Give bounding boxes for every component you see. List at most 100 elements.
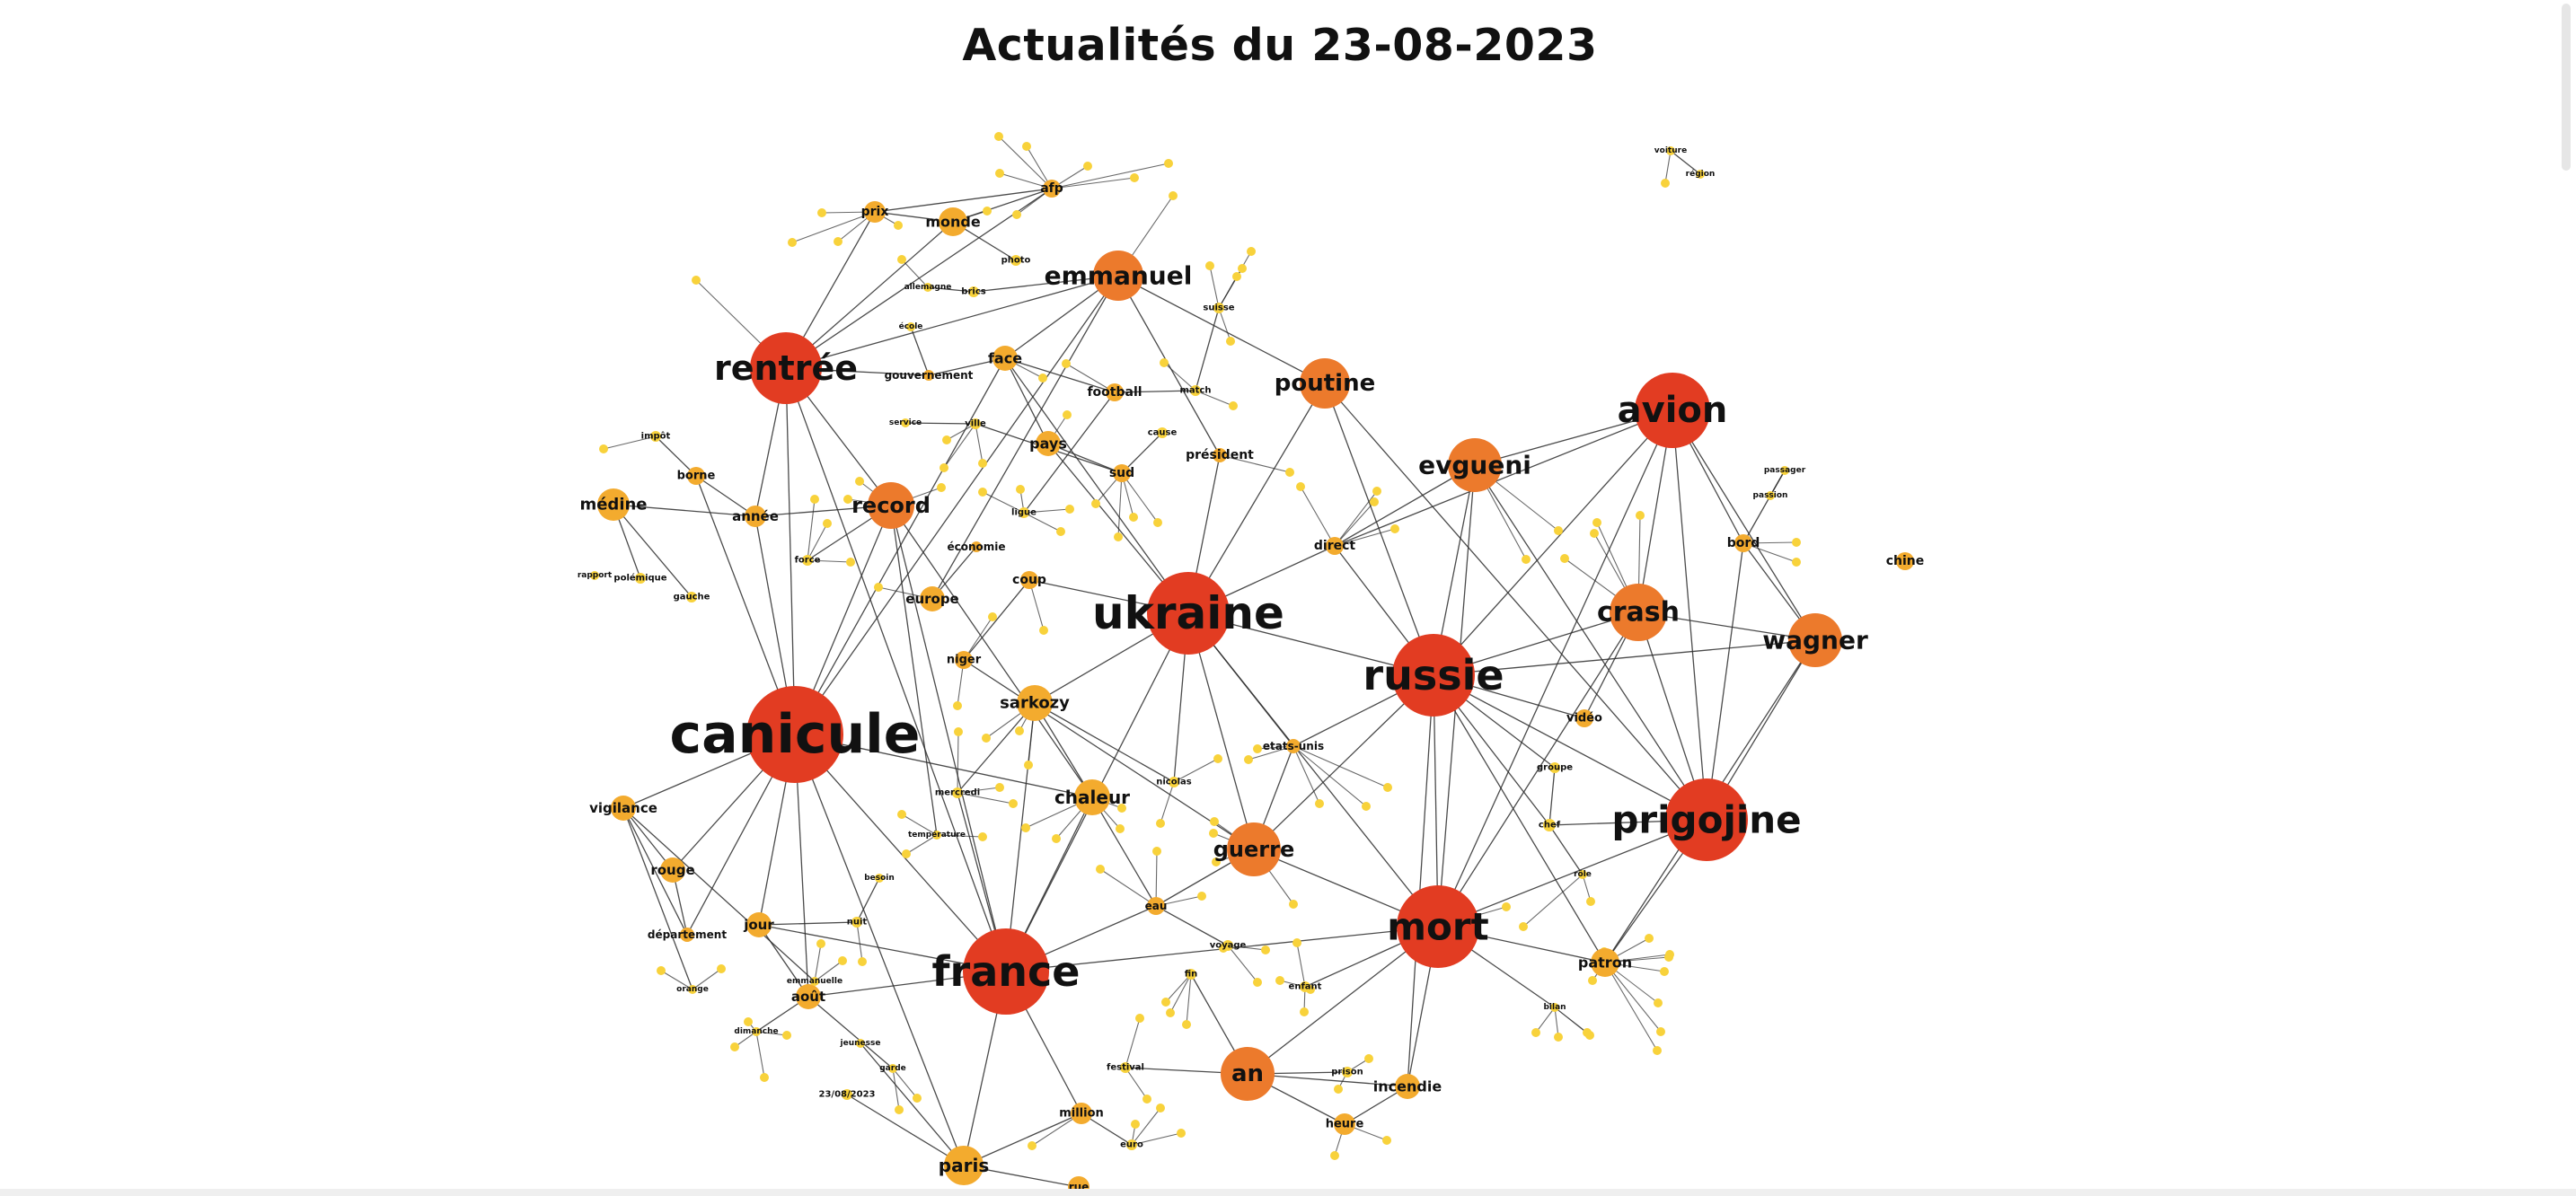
minor-node[interactable] — [1560, 554, 1569, 563]
minor-node[interactable] — [1370, 497, 1379, 506]
node-circle[interactable] — [746, 686, 843, 783]
node-circle[interactable] — [888, 1064, 897, 1073]
minor-node[interactable] — [1009, 799, 1018, 808]
node-circle[interactable] — [1147, 572, 1230, 655]
node-circle[interactable] — [1780, 466, 1789, 475]
minor-node[interactable] — [1028, 1141, 1037, 1150]
node-circle[interactable] — [1666, 146, 1675, 155]
node-rentree[interactable]: rentrée — [714, 332, 858, 404]
node-circle[interactable] — [1575, 709, 1593, 727]
minor-node[interactable] — [846, 558, 855, 567]
minor-node[interactable] — [1244, 755, 1253, 764]
minor-node[interactable] — [942, 435, 951, 444]
minor-node[interactable] — [978, 459, 987, 468]
minor-node[interactable] — [1142, 1095, 1151, 1104]
minor-node[interactable] — [788, 238, 797, 247]
minor-node[interactable] — [1296, 482, 1305, 491]
minor-node[interactable] — [1519, 922, 1528, 931]
node-voyage[interactable]: voyage — [1210, 940, 1247, 951]
node-circle[interactable] — [1392, 634, 1475, 717]
node-circle[interactable] — [746, 912, 772, 937]
minor-node[interactable] — [1021, 823, 1030, 832]
node-circle[interactable] — [1334, 1113, 1355, 1135]
node-groupe[interactable]: groupe — [1537, 762, 1573, 773]
node-fin[interactable]: fin — [1185, 969, 1198, 980]
node-circle[interactable] — [1113, 464, 1131, 482]
node-medine[interactable]: médine — [579, 488, 648, 521]
minor-node[interactable] — [1156, 819, 1165, 828]
node-festival[interactable]: festival — [1107, 1062, 1144, 1073]
node-circle[interactable] — [1213, 448, 1227, 462]
minor-node[interactable] — [1091, 499, 1100, 508]
node-circle[interactable] — [1665, 778, 1748, 861]
minor-node[interactable] — [1590, 529, 1599, 538]
node-temperature[interactable]: température — [908, 830, 966, 840]
minor-node[interactable] — [760, 1073, 769, 1082]
node-region[interactable]: région — [1686, 169, 1716, 179]
node-circle[interactable] — [1120, 1062, 1131, 1073]
node-circle[interactable] — [1896, 552, 1914, 570]
minor-node[interactable] — [1531, 1028, 1540, 1037]
node-circle[interactable] — [1610, 584, 1667, 641]
minor-node[interactable] — [843, 495, 852, 504]
node-monde[interactable]: monde — [925, 207, 981, 236]
node-circle[interactable] — [1788, 613, 1842, 667]
node-role[interactable]: rôle — [1574, 869, 1592, 879]
minor-node[interactable] — [1117, 804, 1126, 813]
minor-node[interactable] — [1164, 159, 1173, 168]
node-europe[interactable]: europe — [905, 586, 959, 611]
node-circle[interactable] — [1300, 358, 1350, 409]
node-million[interactable]: million — [1059, 1103, 1104, 1124]
node-circle[interactable] — [611, 796, 636, 821]
node-circle[interactable] — [1550, 1003, 1559, 1012]
minor-node[interactable] — [1364, 1054, 1373, 1063]
minor-node[interactable] — [982, 734, 991, 743]
minor-node[interactable] — [1586, 897, 1595, 906]
node-circle[interactable] — [635, 573, 646, 584]
node-video[interactable]: vidéo — [1566, 709, 1602, 727]
node-crash[interactable]: crash — [1597, 584, 1680, 641]
minor-node[interactable] — [1038, 374, 1047, 383]
minor-node[interactable] — [874, 583, 883, 592]
node-circle[interactable] — [1342, 1067, 1353, 1077]
node-circle[interactable] — [1543, 819, 1556, 831]
minor-node[interactable] — [855, 477, 864, 486]
node-circle[interactable] — [1734, 534, 1752, 552]
minor-node[interactable] — [1209, 829, 1218, 838]
node-circle[interactable] — [1126, 1139, 1137, 1150]
node-guerre[interactable]: guerre — [1213, 822, 1295, 876]
node-service[interactable]: service — [889, 418, 922, 427]
minor-node[interactable] — [1153, 518, 1162, 527]
node-avion[interactable]: avion — [1618, 373, 1728, 448]
node-circle[interactable] — [920, 586, 945, 611]
node-circle[interactable] — [952, 787, 963, 798]
node-ukraine[interactable]: ukraine — [1092, 572, 1284, 655]
node-allemagne[interactable]: allemagne — [904, 283, 952, 292]
node-circle[interactable] — [868, 482, 914, 529]
minor-node[interactable] — [1661, 179, 1670, 188]
minor-node[interactable] — [1330, 1151, 1339, 1160]
minor-node[interactable] — [1169, 191, 1178, 200]
node-circle[interactable] — [1221, 1047, 1275, 1101]
node-jour[interactable]: jour — [743, 912, 774, 937]
minor-node[interactable] — [1083, 162, 1092, 171]
node-circle[interactable] — [963, 928, 1049, 1015]
node-gauche[interactable]: gauche — [674, 592, 710, 602]
minor-node[interactable] — [1135, 1014, 1144, 1023]
minor-node[interactable] — [1792, 538, 1801, 547]
minor-node[interactable] — [1522, 555, 1531, 564]
node-circle[interactable] — [660, 857, 685, 883]
node-vigilance[interactable]: vigilance — [589, 796, 657, 821]
minor-node[interactable] — [1197, 892, 1206, 901]
node-ligue[interactable]: ligue — [1011, 507, 1037, 518]
minor-node[interactable] — [1160, 358, 1169, 367]
node-patron[interactable]: patron — [1578, 948, 1632, 977]
node-football[interactable]: football — [1087, 383, 1142, 401]
minor-node[interactable] — [1213, 754, 1222, 763]
node-circle[interactable] — [1186, 969, 1196, 980]
minor-node[interactable] — [1161, 998, 1170, 1007]
minor-node[interactable] — [1300, 1007, 1309, 1016]
minor-node[interactable] — [730, 1042, 739, 1051]
minor-node[interactable] — [1205, 261, 1214, 270]
minor-node[interactable] — [1063, 410, 1072, 419]
